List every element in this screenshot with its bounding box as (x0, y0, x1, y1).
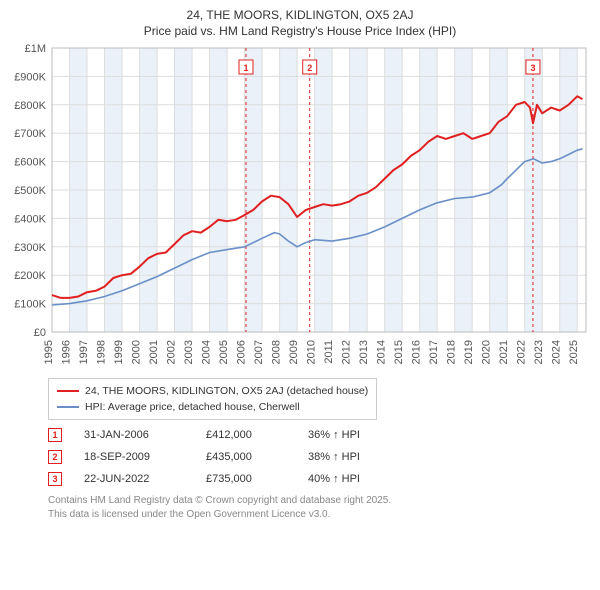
svg-text:2009: 2009 (288, 340, 300, 364)
svg-text:1997: 1997 (78, 340, 90, 364)
event-date: 18-SEP-2009 (84, 451, 184, 463)
event-marker-icon: 3 (48, 472, 62, 486)
svg-text:2013: 2013 (358, 340, 370, 364)
svg-text:2008: 2008 (271, 340, 283, 364)
svg-text:2012: 2012 (341, 340, 353, 364)
svg-text:2024: 2024 (551, 340, 563, 364)
footer-line: Contains HM Land Registry data © Crown c… (48, 494, 592, 508)
event-marker-icon: 2 (48, 450, 62, 464)
chart-area: £0 £100K £200K £300K £400K £500K £600K £700K £80… (8, 42, 592, 372)
event-date: 22-JUN-2022 (84, 473, 184, 485)
svg-text:£400K: £400K (14, 213, 46, 225)
footer-line: This data is licensed under the Open Gov… (48, 508, 592, 522)
svg-text:1998: 1998 (96, 340, 108, 364)
legend: 24, THE MOORS, KIDLINGTON, OX5 2AJ (deta… (48, 378, 377, 420)
svg-text:2015: 2015 (393, 340, 405, 364)
svg-text:2019: 2019 (463, 340, 475, 364)
event-price: £435,000 (206, 451, 286, 463)
legend-row: 24, THE MOORS, KIDLINGTON, OX5 2AJ (deta… (57, 383, 368, 399)
legend-label: 24, THE MOORS, KIDLINGTON, OX5 2AJ (deta… (85, 383, 368, 399)
svg-text:£500K: £500K (14, 185, 46, 197)
svg-text:2025: 2025 (568, 340, 580, 364)
svg-text:1999: 1999 (113, 340, 125, 364)
event-marker-icon: 1 (48, 428, 62, 442)
svg-text:2000: 2000 (131, 340, 143, 364)
svg-text:3: 3 (530, 63, 535, 73)
event-delta: 36% ↑ HPI (308, 429, 360, 441)
svg-text:2023: 2023 (533, 340, 545, 364)
svg-text:£900K: £900K (14, 71, 46, 83)
svg-text:2011: 2011 (323, 340, 335, 364)
svg-text:2005: 2005 (218, 340, 230, 364)
line-chart: £0 £100K £200K £300K £400K £500K £600K £700K £80… (8, 42, 592, 372)
event-row: 3 22-JUN-2022 £735,000 40% ↑ HPI (48, 472, 592, 486)
legend-row: HPI: Average price, detached house, Cher… (57, 399, 368, 415)
chart-subtitle: Price paid vs. HM Land Registry's House … (8, 24, 592, 38)
svg-text:2022: 2022 (516, 340, 528, 364)
svg-text:£600K: £600K (14, 157, 46, 169)
svg-text:2006: 2006 (236, 340, 248, 364)
events-table: 1 31-JAN-2006 £412,000 36% ↑ HPI 2 18-SE… (48, 428, 592, 486)
svg-text:2004: 2004 (201, 340, 213, 364)
legend-label: HPI: Average price, detached house, Cher… (85, 399, 300, 415)
event-row: 1 31-JAN-2006 £412,000 36% ↑ HPI (48, 428, 592, 442)
svg-text:£100K: £100K (14, 299, 46, 311)
svg-text:2016: 2016 (411, 340, 423, 364)
svg-text:£700K: £700K (14, 128, 46, 140)
svg-text:2003: 2003 (183, 340, 195, 364)
svg-text:2: 2 (307, 63, 312, 73)
svg-text:2007: 2007 (253, 340, 265, 364)
event-row: 2 18-SEP-2009 £435,000 38% ↑ HPI (48, 450, 592, 464)
svg-text:£1M: £1M (25, 43, 46, 55)
svg-text:£300K: £300K (14, 242, 46, 254)
svg-text:£800K: £800K (14, 100, 46, 112)
svg-text:£0: £0 (34, 327, 46, 339)
legend-swatch (57, 406, 79, 409)
svg-text:2010: 2010 (306, 340, 318, 364)
svg-text:2018: 2018 (446, 340, 458, 364)
svg-text:1: 1 (243, 63, 248, 73)
svg-text:£200K: £200K (14, 270, 46, 282)
event-date: 31-JAN-2006 (84, 429, 184, 441)
svg-text:2001: 2001 (148, 340, 160, 364)
svg-text:1996: 1996 (61, 340, 73, 364)
event-delta: 40% ↑ HPI (308, 473, 360, 485)
legend-swatch (57, 390, 79, 393)
svg-text:2002: 2002 (166, 340, 178, 364)
svg-text:1995: 1995 (43, 340, 55, 364)
svg-text:2014: 2014 (376, 340, 388, 364)
event-price: £735,000 (206, 473, 286, 485)
svg-text:2020: 2020 (481, 340, 493, 364)
event-delta: 38% ↑ HPI (308, 451, 360, 463)
svg-text:2017: 2017 (428, 340, 440, 364)
footer-attribution: Contains HM Land Registry data © Crown c… (48, 494, 592, 521)
chart-title: 24, THE MOORS, KIDLINGTON, OX5 2AJ (8, 8, 592, 22)
event-price: £412,000 (206, 429, 286, 441)
svg-text:2021: 2021 (498, 340, 510, 364)
